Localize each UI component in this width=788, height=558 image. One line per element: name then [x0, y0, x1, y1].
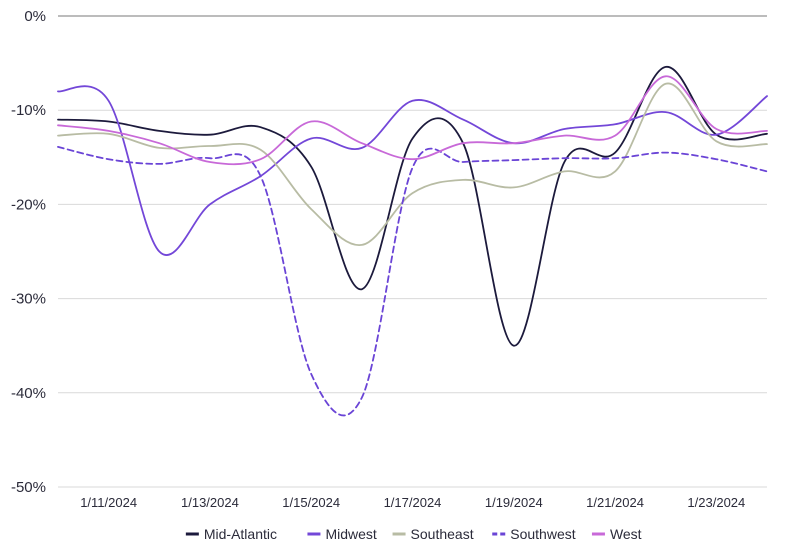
series-line-southeast — [57, 82, 768, 246]
x-axis: 1/11/2024 1/13/2024 1/15/2024 1/17/2024 1/19… — [80, 495, 745, 510]
series-lines — [57, 66, 768, 417]
y-tick-label: -30% — [11, 291, 46, 308]
legend-item: Midwest — [307, 526, 377, 542]
series-line-west — [57, 75, 768, 166]
y-tick-label: 0% — [24, 8, 46, 25]
gridlines — [58, 15, 767, 488]
y-tick-label: -40% — [11, 385, 46, 402]
x-tick-label: 1/17/2024 — [384, 495, 442, 510]
x-tick-label: 1/11/2024 — [80, 495, 137, 510]
legend-label: Mid-Atlantic — [204, 526, 277, 542]
x-tick-label: 1/23/2024 — [687, 495, 745, 510]
y-tick-label: -20% — [11, 196, 46, 213]
series-line-southwest — [57, 146, 768, 417]
legend-item: Southeast — [392, 526, 474, 542]
series-line-mid-atlantic — [57, 66, 768, 347]
x-tick-label: 1/21/2024 — [586, 495, 644, 510]
legend-item: West — [591, 526, 642, 542]
legend-item: Southwest — [492, 526, 576, 542]
legend-item: Mid-Atlantic — [185, 526, 277, 542]
x-tick-label: 1/15/2024 — [282, 495, 340, 510]
x-tick-label: 1/13/2024 — [181, 495, 239, 510]
series-line-midwest — [57, 85, 768, 256]
y-axis: 0% -10% -20% -30% -40% -50% — [11, 8, 46, 496]
y-tick-label: -50% — [11, 479, 46, 496]
x-tick-label: 1/19/2024 — [485, 495, 543, 510]
legend-label: Southwest — [510, 526, 575, 542]
y-tick-label: -10% — [11, 102, 46, 119]
legend-label: West — [610, 526, 642, 542]
legend-label: Southeast — [411, 526, 474, 542]
legend: Mid-Atlantic Midwest Southeast Southwest Wes… — [185, 526, 642, 542]
legend-label: Midwest — [325, 526, 376, 542]
